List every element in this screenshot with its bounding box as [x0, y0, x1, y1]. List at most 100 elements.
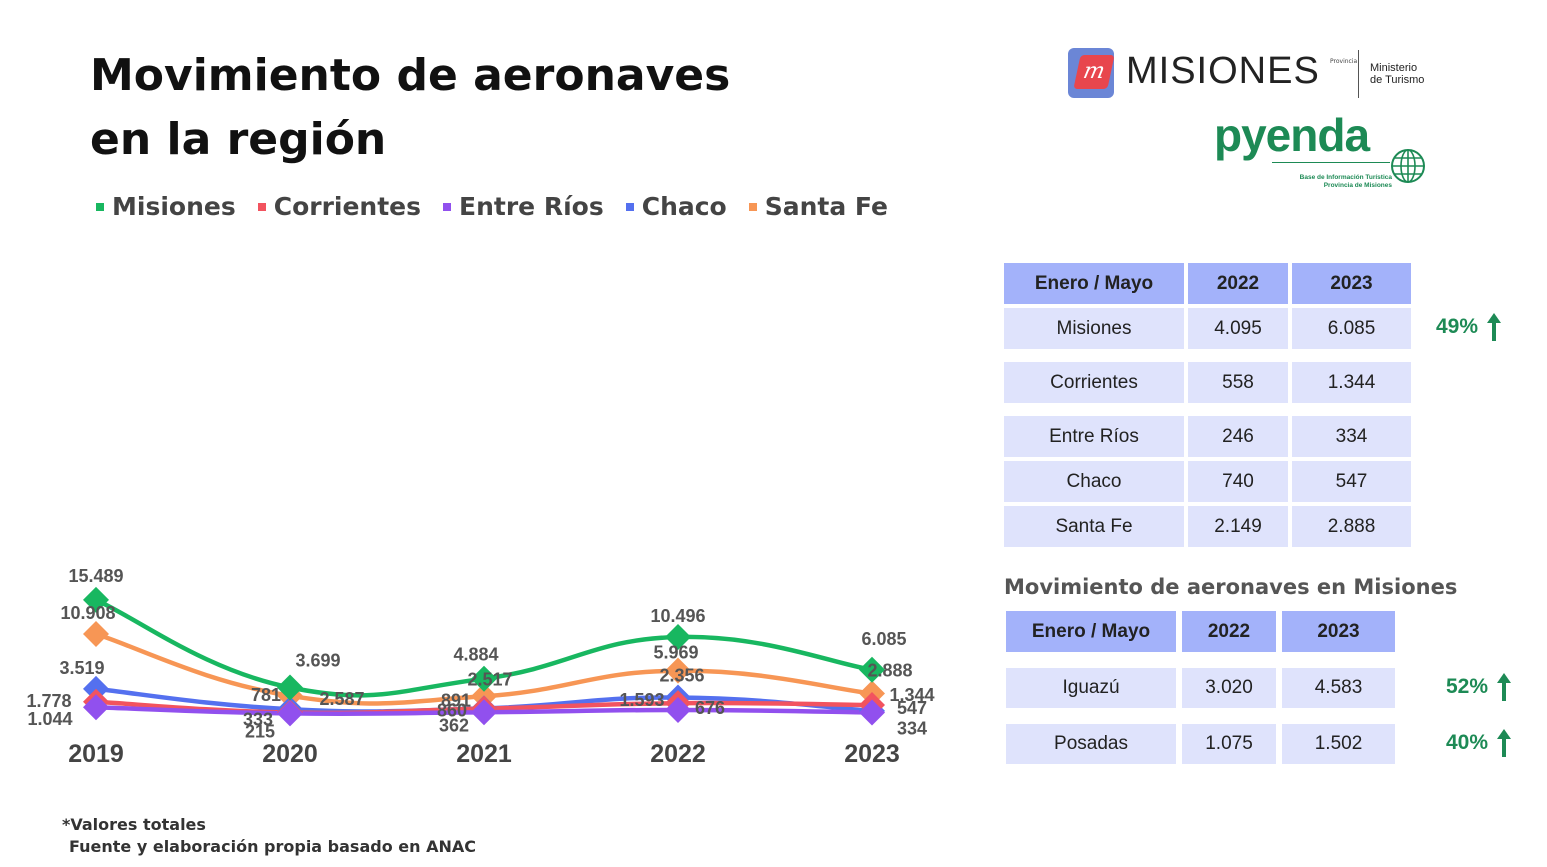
- table-cell-name: Entre Ríos: [1004, 416, 1184, 457]
- misiones-table-header-period: Enero / Mayo: [1006, 611, 1176, 652]
- misiones-table-header: Enero / Mayo 2022 2023: [1006, 611, 1395, 652]
- data-label-chaco: 781: [251, 685, 281, 705]
- table-row: Iguazú 3.020 4.583: [1006, 668, 1395, 708]
- footnote-source: Fuente y elaboración propia basado en AN…: [69, 837, 476, 856]
- table-cell-2022: 246: [1188, 416, 1288, 457]
- globe-icon: [1391, 149, 1425, 183]
- data-label-corrientes: 1.778: [26, 691, 71, 711]
- table-row: Misiones 4.095 6.085: [1004, 308, 1411, 349]
- data-label-misiones: 4.884: [453, 645, 498, 665]
- data-point-santa-fe: [83, 620, 109, 647]
- data-point-entre-rios: [277, 700, 303, 727]
- region-table-header-period: Enero / Mayo: [1004, 263, 1184, 304]
- legend-label-chaco: Chaco: [641, 192, 727, 221]
- data-label-corrientes: 1.593: [619, 690, 664, 710]
- data-label-entre-rios: 334: [897, 719, 927, 739]
- misiones-table: Enero / Mayo 2022 2023 Iguazú 3.020 4.58…: [1000, 611, 1401, 764]
- table-cell-name: Iguazú: [1006, 668, 1176, 708]
- data-label-entre-rios: 362: [439, 715, 469, 735]
- data-label-misiones: 3.699: [295, 651, 340, 671]
- table-cell-2023: 334: [1292, 416, 1411, 457]
- ministerio-line1: Ministerio: [1370, 62, 1418, 74]
- table-cell-2023: 2.888: [1292, 506, 1411, 547]
- table-cell-2022: 2.149: [1188, 506, 1288, 547]
- legend-item-entre-rios: Entre Ríos: [443, 192, 604, 221]
- page-title: Movimiento de aeronaves en la región: [90, 44, 730, 172]
- page-title-line1: Movimiento de aeronaves: [90, 50, 731, 101]
- table-cell-name: Chaco: [1004, 461, 1184, 502]
- misiones-table-header-2023: 2023: [1282, 611, 1395, 652]
- table-row: Corrientes 558 1.344: [1004, 362, 1411, 403]
- legend-label-santa-fe: Santa Fe: [764, 192, 888, 221]
- data-label-chaco: 2.356: [659, 665, 704, 685]
- x-tick-label: 2021: [456, 740, 512, 768]
- misiones-table-title: Movimiento de aeronaves en Misiones: [1004, 575, 1458, 599]
- table-cell-2022: 3.020: [1182, 668, 1276, 708]
- data-point-entre-rios: [471, 699, 497, 726]
- data-label-santa-fe: 2.587: [319, 689, 364, 709]
- ministerio-line2: de Turismo: [1370, 74, 1425, 86]
- data-point-entre-rios: [665, 696, 691, 723]
- misiones-logo-mark-letter: m: [1073, 55, 1114, 89]
- data-label-misiones: 15.489: [68, 566, 123, 586]
- logo-divider: [1358, 50, 1359, 98]
- region-table-header: Enero / Mayo 2022 2023: [1004, 263, 1411, 304]
- data-point-misiones: [277, 674, 303, 701]
- data-label-santa-fe: 2.888: [867, 661, 912, 681]
- table-cell-name: Posadas: [1006, 724, 1176, 764]
- data-label-entre-rios: 676: [695, 698, 725, 718]
- table-cell-name: Santa Fe: [1004, 506, 1184, 547]
- table-cell-2023: 6.085: [1292, 308, 1411, 349]
- data-label-misiones: 6.085: [861, 629, 906, 649]
- legend-swatch-santa-fe: [748, 202, 757, 211]
- legend-swatch-chaco: [625, 202, 634, 211]
- data-point-entre-rios: [859, 699, 885, 726]
- line-chart: 15.489 3.699 4.884 10.496 6.085 1.778 333 860 1.…: [26, 566, 934, 768]
- data-label-chaco: 547: [897, 698, 927, 718]
- pyenda-logo-rule: [1272, 162, 1390, 163]
- legend-label-misiones: Misiones: [112, 192, 236, 221]
- x-tick-label: 2020: [262, 740, 318, 768]
- data-label-santa-fe: 2.517: [467, 669, 512, 689]
- table-row: Posadas 1.075 1.502: [1006, 724, 1395, 764]
- x-tick-label: 2022: [650, 740, 706, 768]
- data-point-entre-rios: [83, 694, 109, 721]
- data-label-corrientes: 860: [437, 701, 467, 721]
- pyenda-sub-line1: Base de Información Turística: [1299, 174, 1392, 181]
- legend-item-chaco: Chaco: [625, 192, 727, 221]
- misiones-table-header-2022: 2022: [1182, 611, 1276, 652]
- table-cell-2022: 558: [1188, 362, 1288, 403]
- data-label-santa-fe: 10.908: [60, 603, 115, 623]
- data-label-chaco: 891: [441, 690, 471, 710]
- legend-item-misiones: Misiones: [96, 192, 236, 221]
- region-table: Enero / Mayo 2022 2023 Misiones 4.095 6.…: [1000, 259, 1415, 551]
- data-label-chaco: 3.519: [59, 658, 104, 678]
- table-cell-name: Corrientes: [1004, 362, 1184, 403]
- legend-swatch-entre-rios: [443, 202, 452, 211]
- x-tick-label: 2019: [68, 740, 124, 768]
- x-tick-label: 2023: [844, 740, 900, 768]
- legend-label-entre-rios: Entre Ríos: [459, 192, 604, 221]
- table-cell-2022: 740: [1188, 461, 1288, 502]
- growth-value: 40%: [1446, 731, 1489, 754]
- footnote: *Valores totales Fuente y elaboración pr…: [62, 814, 476, 858]
- region-table-header-2023: 2023: [1292, 263, 1411, 304]
- data-point-misiones: [83, 586, 109, 613]
- table-cell-2023: 547: [1292, 461, 1411, 502]
- legend-item-corrientes: Corrientes: [257, 192, 421, 221]
- data-label-santa-fe: 5.969: [653, 643, 698, 663]
- table-cell-2022: 4.095: [1188, 308, 1288, 349]
- pyenda-logo-subtitle: Base de Información Turística Provincia …: [1252, 174, 1392, 190]
- table-cell-2023: 1.344: [1292, 362, 1411, 403]
- data-point-misiones: [665, 624, 691, 651]
- page-title-line2: en la región: [90, 114, 387, 165]
- arrow-up-icon: [1497, 673, 1512, 701]
- legend-swatch-corrientes: [257, 202, 266, 211]
- growth-misiones: 49%: [1436, 312, 1502, 342]
- pyenda-logo: pyenda Base de Información Turística Pro…: [1214, 109, 1428, 194]
- region-table-header-2022: 2022: [1188, 263, 1288, 304]
- data-label-entre-rios: 1.044: [27, 709, 72, 729]
- table-row: Entre Ríos 246 334: [1004, 416, 1411, 457]
- data-point-santa-fe: [665, 657, 691, 684]
- arrow-up-icon: [1497, 729, 1512, 757]
